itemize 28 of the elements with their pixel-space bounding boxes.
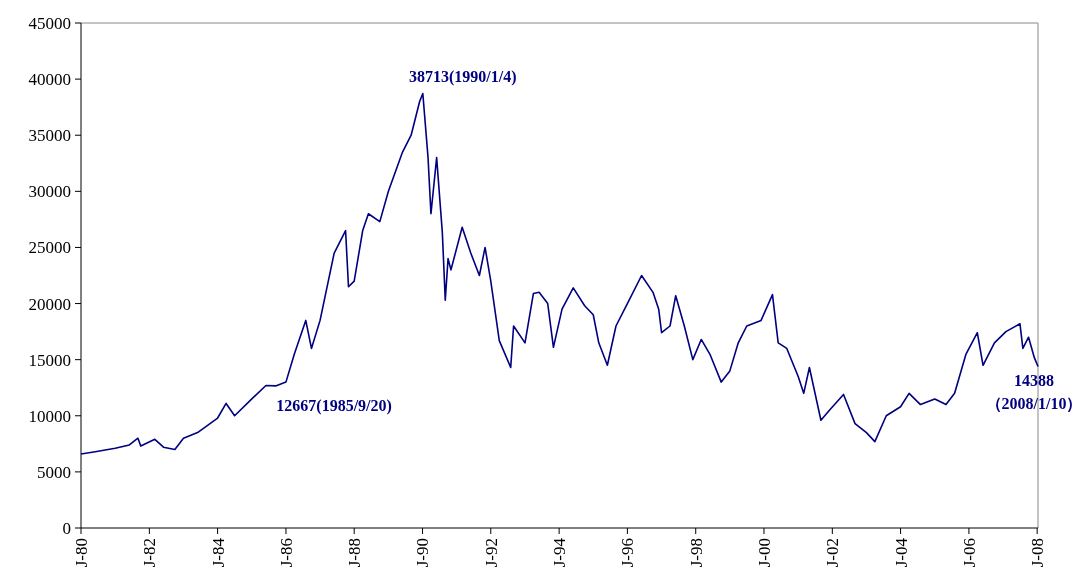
annotation: 12667(1985/9/20) (276, 396, 392, 415)
x-tick-label: J-92 (481, 538, 501, 568)
x-tick-label: J-82 (140, 538, 160, 568)
y-tick-label: 10000 (28, 406, 71, 426)
y-tick-label: 25000 (28, 238, 71, 258)
x-tick-label: J-96 (618, 538, 638, 568)
x-tick-label: J-98 (686, 538, 706, 568)
annotation: 14388 （2008/1/10） (985, 371, 1080, 413)
y-tick-label: 35000 (28, 126, 71, 146)
y-tick-label: 45000 (28, 13, 71, 33)
y-tick-label: 40000 (28, 70, 71, 90)
annotation: 38713(1990/1/4) (409, 67, 517, 86)
x-tick-label: J-04 (891, 537, 911, 568)
x-tick-label: J-84 (208, 537, 228, 568)
x-tick-label: J-00 (754, 538, 774, 568)
y-tick-label: 0 (62, 518, 71, 538)
y-tick-label: 5000 (37, 462, 71, 482)
x-tick-label: J-88 (345, 538, 365, 568)
x-tick-label: J-90 (413, 538, 433, 568)
y-tick-label: 30000 (28, 182, 71, 202)
x-tick-label: J-86 (276, 538, 296, 568)
x-tick-label: J-94 (550, 537, 570, 568)
x-tick-label: J-06 (959, 538, 979, 568)
y-tick-label: 15000 (28, 350, 71, 370)
x-tick-label: J-02 (823, 538, 843, 568)
y-tick-label: 20000 (28, 294, 71, 314)
x-tick-label: J-08 (1028, 538, 1048, 568)
x-tick-label: J-80 (71, 538, 91, 568)
